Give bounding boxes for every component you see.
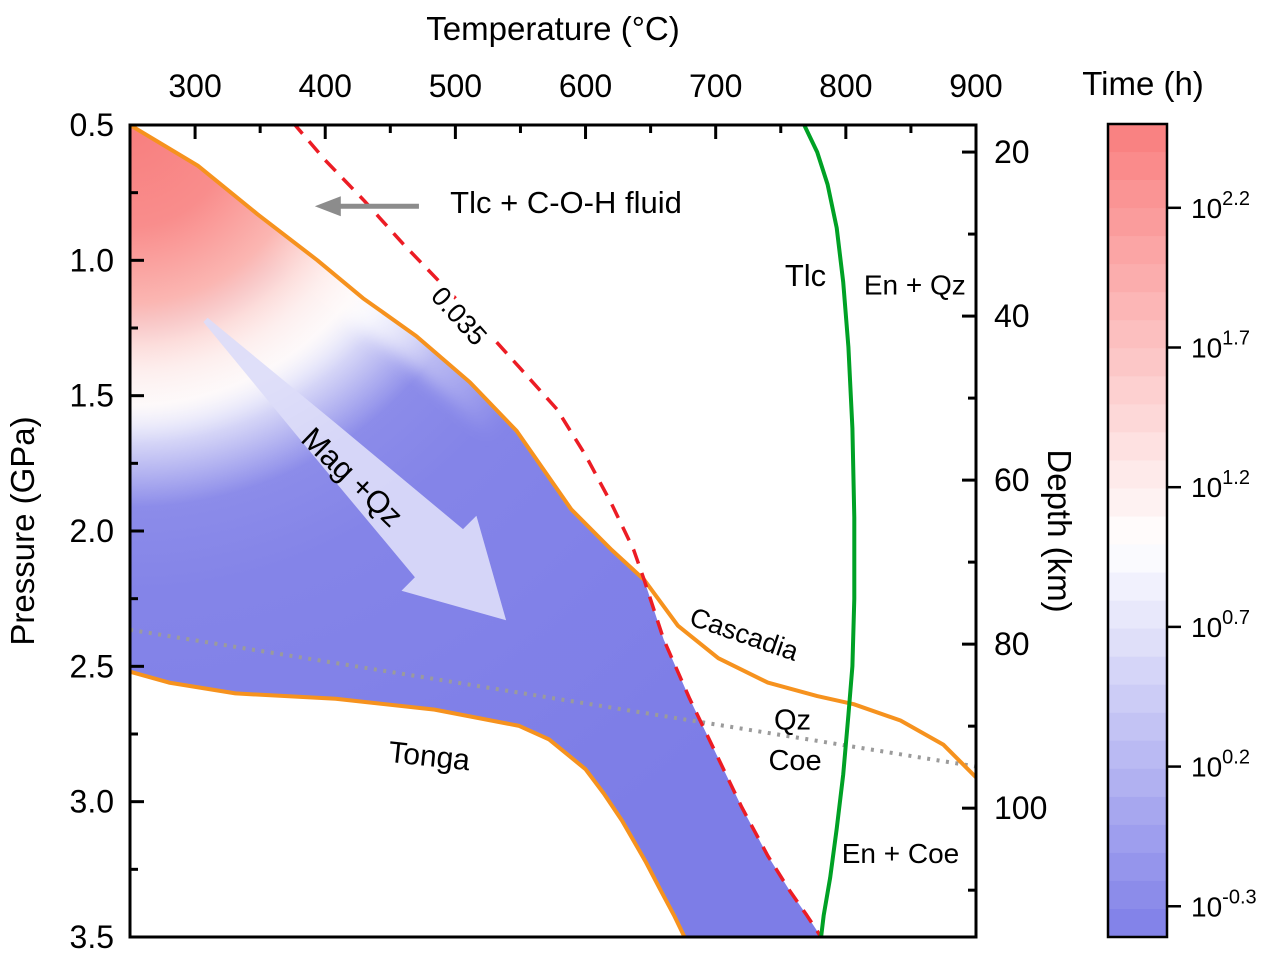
reaction-direction-arrow bbox=[314, 196, 419, 217]
colorbar-band bbox=[1108, 712, 1167, 742]
colorbar-group: 102.2 101.7 101.2 100.7 100.2 10-0.3 bbox=[1106, 122, 1257, 939]
x-axis-tick-label: 800 bbox=[819, 68, 872, 104]
colorbar-band bbox=[1108, 684, 1167, 714]
colorbar-band bbox=[1108, 824, 1167, 854]
annotation-cascadia: Cascadia bbox=[686, 602, 803, 667]
colorbar-band bbox=[1108, 852, 1167, 882]
colorbar-band bbox=[1108, 460, 1167, 490]
colorbar-band bbox=[1108, 376, 1167, 406]
cascadia-geotherm-curve bbox=[129, 124, 977, 779]
colorbar-band bbox=[1108, 124, 1167, 153]
qz-coe-boundary-curve bbox=[129, 627, 977, 769]
y-axis-tick-label: 2.5 bbox=[70, 648, 114, 684]
annotation-tonga: Tonga bbox=[387, 736, 472, 777]
colorbar-band bbox=[1108, 516, 1167, 546]
annotation-isopleth-0-035: 0.035 bbox=[425, 281, 493, 351]
depth-axis-tick-label: 80 bbox=[994, 626, 1030, 662]
depth-axis-tick-label: 100 bbox=[994, 790, 1047, 826]
colorbar-band bbox=[1108, 236, 1167, 265]
colorbar-band bbox=[1108, 796, 1167, 826]
y-axis-tick-label: 3.5 bbox=[70, 919, 114, 955]
colorbar-title: Time (h) bbox=[1082, 65, 1204, 102]
colorbar-band bbox=[1108, 292, 1167, 321]
colorbar-band bbox=[1108, 740, 1167, 770]
depth-axis-tick-label: 60 bbox=[994, 462, 1030, 498]
colorbar-tick-label: 100.7 bbox=[1191, 607, 1250, 643]
colorbar-band bbox=[1108, 152, 1167, 181]
y-axis-tick-label: 3.0 bbox=[70, 784, 114, 820]
annotation-qz: Qz bbox=[774, 704, 811, 736]
tlc-coh-fluid-boundary-curve bbox=[291, 124, 823, 938]
x-axis-tick-label: 400 bbox=[299, 68, 352, 104]
colorbar-band bbox=[1108, 348, 1167, 378]
tlc-en-sio2-boundary-curve bbox=[802, 124, 857, 938]
colorbar-tick-label: 102.2 bbox=[1191, 188, 1250, 224]
colorbar-band bbox=[1108, 404, 1167, 434]
colorbar-band bbox=[1108, 320, 1167, 349]
colorbar-band bbox=[1108, 768, 1167, 798]
colorbar-band bbox=[1108, 264, 1167, 293]
mag-qz-flow-arrow bbox=[203, 317, 507, 621]
colorbar-band bbox=[1108, 880, 1167, 910]
colorbar-band bbox=[1108, 488, 1167, 518]
annotation-en-qz: En + Qz bbox=[864, 269, 966, 300]
x-axis-tick-label: 300 bbox=[168, 68, 221, 104]
y-axis-tick-label: 2.0 bbox=[70, 513, 114, 549]
colorbar-band bbox=[1108, 572, 1167, 602]
colorbar-tick-label: 10-0.3 bbox=[1191, 886, 1257, 922]
colorbar-band bbox=[1108, 908, 1167, 938]
y-axis-tick-label: 1.5 bbox=[70, 378, 114, 414]
colorbar-band bbox=[1108, 208, 1167, 237]
x-axis-tick-label: 600 bbox=[559, 68, 612, 104]
colorbar-tick-label: 101.7 bbox=[1191, 328, 1250, 364]
x-axis-tick-label: 500 bbox=[429, 68, 482, 104]
annotation-tlc: Tlc bbox=[785, 258, 826, 293]
annotation-coe: Coe bbox=[768, 745, 821, 777]
colorbar-band bbox=[1108, 180, 1167, 209]
annotation-en-coe: En + Coe bbox=[842, 838, 960, 869]
y-axis-tick-label: 1.0 bbox=[70, 242, 114, 278]
reaction-arrow-head bbox=[314, 196, 341, 217]
colorbar-tick-label: 100.2 bbox=[1191, 747, 1250, 783]
x-axis-title: Temperature (°C) bbox=[426, 10, 679, 47]
y-axis-title: Pressure (GPa) bbox=[4, 416, 41, 645]
depth-axis-tick-label: 40 bbox=[994, 298, 1030, 334]
x-axis-tick-label: 900 bbox=[949, 68, 1002, 104]
axes-group: 300 400 500 600 700 800 900 0.5 1.0 1.5 2.0 2.5 3.0 3… bbox=[70, 68, 1048, 955]
colorbar-band bbox=[1108, 628, 1167, 658]
curves-group bbox=[129, 124, 977, 938]
y-axis-tick-label: 0.5 bbox=[70, 107, 114, 143]
tonga-geotherm-curve bbox=[129, 669, 687, 938]
x-axis-tick-label: 700 bbox=[689, 68, 742, 104]
depth-axis-title: Depth (km) bbox=[1041, 449, 1078, 612]
depth-axis-tick-label: 20 bbox=[994, 134, 1030, 170]
colorbar-tick-label: 101.2 bbox=[1191, 467, 1250, 503]
colorbar-band bbox=[1108, 544, 1167, 574]
colorbar-band bbox=[1108, 600, 1167, 630]
annotation-tlc-coh-fluid: Tlc + C-O-H fluid bbox=[450, 185, 682, 220]
colorbar-band bbox=[1108, 432, 1167, 462]
colorbar-band bbox=[1108, 656, 1167, 686]
colorbar-frame bbox=[1106, 122, 1169, 939]
